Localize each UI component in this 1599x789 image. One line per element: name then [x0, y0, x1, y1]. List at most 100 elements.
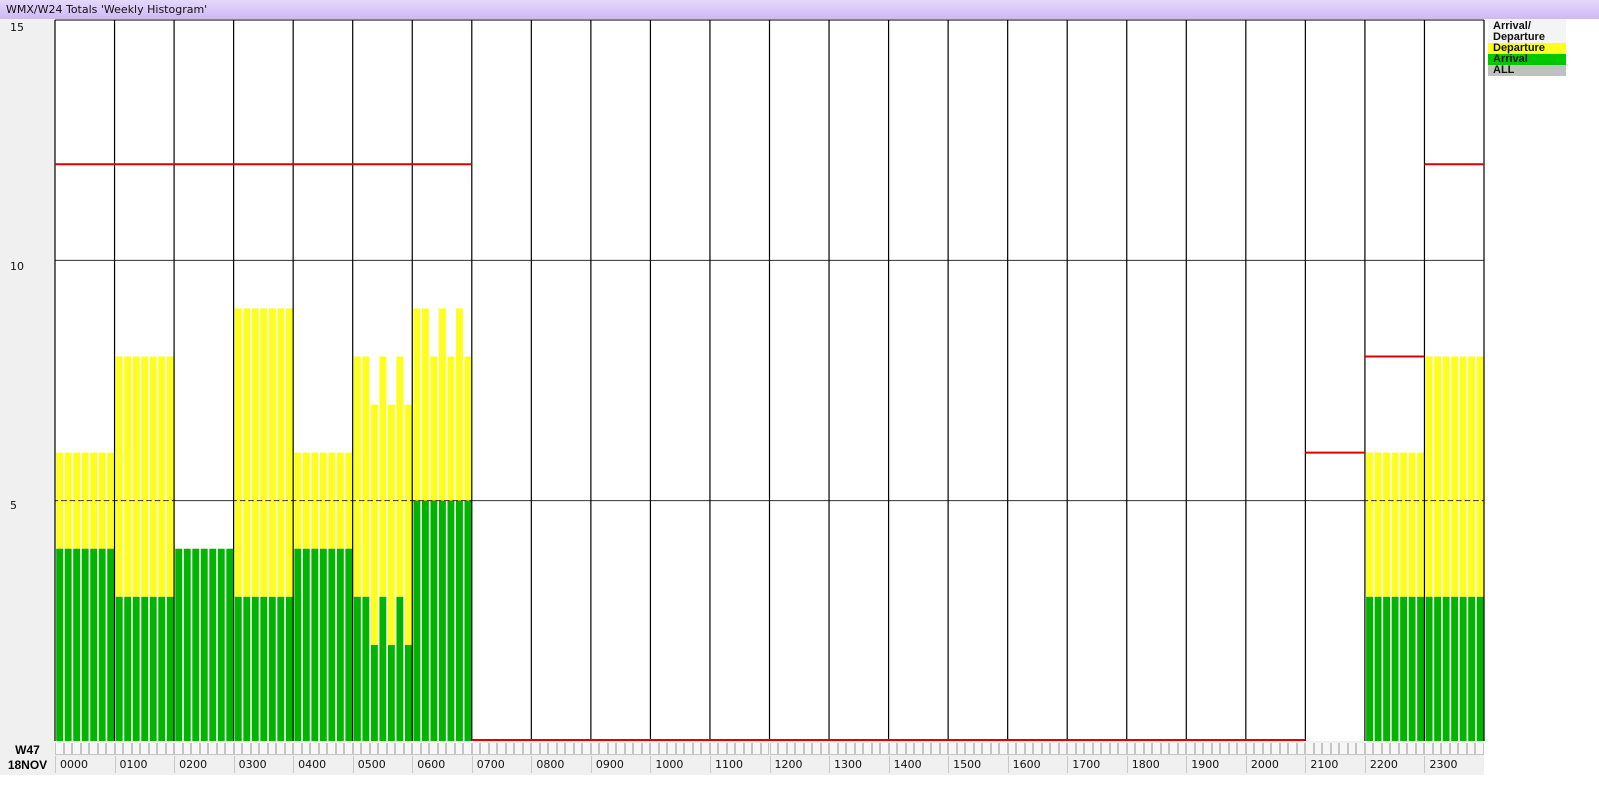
x-tick-cell[interactable]	[760, 743, 770, 755]
x-tick-cell[interactable]	[641, 743, 651, 755]
x-tick-cell[interactable]	[437, 743, 447, 755]
x-tick-cell[interactable]	[573, 743, 583, 755]
x-tick-cell[interactable]	[369, 743, 379, 755]
x-tick-cell[interactable]	[318, 743, 328, 755]
x-tick-cell[interactable]	[97, 743, 107, 755]
x-tick-cell[interactable]	[692, 743, 702, 755]
x-tick-cell[interactable]	[208, 743, 217, 755]
x-tick-cell[interactable]	[497, 743, 506, 755]
x-tick-cell[interactable]	[429, 743, 438, 755]
x-tick-cell[interactable]	[990, 743, 1000, 755]
x-tick-cell[interactable]	[1475, 743, 1484, 755]
x-tick-cell[interactable]	[1075, 743, 1085, 755]
x-tick-cell[interactable]	[795, 743, 804, 755]
x-tick-cell[interactable]	[675, 743, 685, 755]
x-tick-cell[interactable]	[999, 743, 1008, 755]
x-tick-cell[interactable]	[55, 743, 64, 755]
x-tick-cell[interactable]	[106, 743, 115, 755]
x-tick-cell[interactable]	[1458, 743, 1467, 755]
x-tick-cell[interactable]	[344, 743, 353, 755]
x-tick-cell[interactable]	[395, 743, 404, 755]
x-tick-cell[interactable]	[1024, 743, 1034, 755]
x-tick-cell[interactable]	[131, 743, 141, 755]
x-tick-cell[interactable]	[488, 743, 498, 755]
x-tick-cell[interactable]	[880, 743, 889, 755]
x-tick-cell[interactable]	[1254, 743, 1263, 755]
x-tick-cell[interactable]	[812, 743, 821, 755]
x-tick-cell[interactable]	[1245, 743, 1255, 755]
x-tick-cell[interactable]	[939, 743, 949, 755]
x-tick-cell[interactable]	[973, 743, 983, 755]
x-tick-cell[interactable]	[89, 743, 98, 755]
x-tick-cell[interactable]	[471, 743, 481, 755]
x-tick-cell[interactable]	[846, 743, 855, 755]
x-tick-cell[interactable]	[216, 743, 226, 755]
x-tick-cell[interactable]	[786, 743, 795, 755]
x-tick-cell[interactable]	[522, 743, 532, 755]
x-tick-cell[interactable]	[650, 743, 659, 755]
x-tick-cell[interactable]	[633, 743, 642, 755]
x-tick-cell[interactable]	[199, 743, 209, 755]
x-tick-cell[interactable]	[157, 743, 166, 755]
x-tick-cell[interactable]	[1007, 743, 1017, 755]
x-tick-cell[interactable]	[1109, 743, 1119, 755]
x-tick-cell[interactable]	[1194, 743, 1204, 755]
x-tick-cell[interactable]	[956, 743, 966, 755]
x-tick-cell[interactable]	[480, 743, 489, 755]
x-tick-cell[interactable]	[1305, 743, 1314, 755]
x-tick-cell[interactable]	[301, 743, 311, 755]
x-tick-cell[interactable]	[1160, 743, 1170, 755]
x-tick-cell[interactable]	[1262, 743, 1272, 755]
x-tick-cell[interactable]	[726, 743, 736, 755]
x-tick-cell[interactable]	[1373, 743, 1382, 755]
legend-departure[interactable]: Departure	[1488, 43, 1566, 54]
x-tick-cell[interactable]	[735, 743, 744, 755]
x-tick-cell[interactable]	[114, 743, 124, 755]
x-tick-cell[interactable]	[539, 743, 549, 755]
x-tick-cell[interactable]	[922, 743, 932, 755]
x-tick-cell[interactable]	[80, 743, 90, 755]
x-tick-cell[interactable]	[658, 743, 668, 755]
x-tick-cell[interactable]	[1288, 743, 1297, 755]
x-tick-cell[interactable]	[1398, 743, 1408, 755]
x-tick-cell[interactable]	[743, 743, 753, 755]
x-tick-cell[interactable]	[361, 743, 370, 755]
x-tick-cell[interactable]	[463, 743, 472, 755]
x-tick-cell[interactable]	[556, 743, 566, 755]
x-tick-cell[interactable]	[276, 743, 285, 755]
x-tick-cell[interactable]	[1228, 743, 1238, 755]
x-tick-cell[interactable]	[327, 743, 336, 755]
x-tick-cell[interactable]	[931, 743, 940, 755]
x-tick-cell[interactable]	[1390, 743, 1399, 755]
x-tick-cell[interactable]	[897, 743, 906, 755]
x-tick-cell[interactable]	[123, 743, 132, 755]
x-tick-cell[interactable]	[1186, 743, 1195, 755]
x-tick-cell[interactable]	[1101, 743, 1110, 755]
x-tick-cell[interactable]	[1033, 743, 1042, 755]
x-tick-cell[interactable]	[165, 743, 175, 755]
x-tick-cell[interactable]	[820, 743, 830, 755]
x-tick-cell[interactable]	[514, 743, 523, 755]
x-tick-cell[interactable]	[1339, 743, 1348, 755]
x-tick-cell[interactable]	[599, 743, 608, 755]
x-tick-cell[interactable]	[982, 743, 991, 755]
x-tick-cell[interactable]	[854, 743, 864, 755]
x-tick-cell[interactable]	[1220, 743, 1229, 755]
x-tick-cell[interactable]	[174, 743, 183, 755]
x-tick-cell[interactable]	[1381, 743, 1391, 755]
x-tick-cell[interactable]	[335, 743, 345, 755]
x-tick-cell[interactable]	[1169, 743, 1178, 755]
x-tick-cell[interactable]	[701, 743, 710, 755]
x-tick-cell[interactable]	[548, 743, 557, 755]
legend-arrival[interactable]: Arrival	[1488, 54, 1566, 65]
x-tick-cell[interactable]	[624, 743, 634, 755]
x-tick-cell[interactable]	[1152, 743, 1161, 755]
x-tick-cell[interactable]	[284, 743, 294, 755]
x-tick-cell[interactable]	[1313, 743, 1323, 755]
x-tick-cell[interactable]	[1296, 743, 1306, 755]
x-tick-cell[interactable]	[829, 743, 838, 755]
x-tick-cell[interactable]	[905, 743, 915, 755]
x-tick-cell[interactable]	[1432, 743, 1442, 755]
x-tick-cell[interactable]	[684, 743, 693, 755]
x-tick-cell[interactable]	[1441, 743, 1450, 755]
